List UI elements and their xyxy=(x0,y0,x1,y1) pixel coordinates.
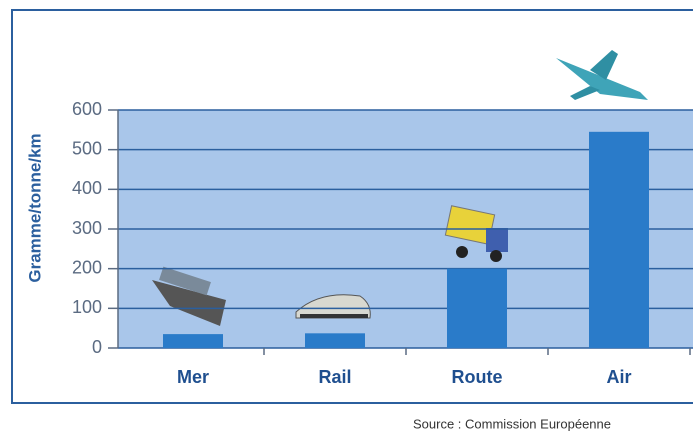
y-tick-label: 300 xyxy=(72,218,102,238)
ship-icon xyxy=(152,266,226,326)
x-tick-label: Rail xyxy=(318,367,351,387)
y-tick-label: 200 xyxy=(72,257,102,277)
plane-icon xyxy=(556,50,648,100)
x-tick-label: Mer xyxy=(177,367,209,387)
bar xyxy=(163,334,223,348)
y-axis-label: Gramme/tonne/km xyxy=(25,133,44,282)
bar xyxy=(305,333,365,348)
x-tick-label: Route xyxy=(452,367,503,387)
bar xyxy=(589,131,649,348)
train-icon xyxy=(295,294,371,319)
y-tick-label: 400 xyxy=(72,178,102,198)
bar xyxy=(447,268,507,348)
truck-icon xyxy=(444,205,508,262)
x-tick-label: Air xyxy=(606,367,631,387)
y-tick-label: 100 xyxy=(72,297,102,317)
y-tick-label: 500 xyxy=(72,138,102,158)
y-tick-label: 0 xyxy=(92,337,102,357)
source: Source : Commission Européenne xyxy=(413,416,611,431)
y-tick-label: 600 xyxy=(72,99,102,119)
